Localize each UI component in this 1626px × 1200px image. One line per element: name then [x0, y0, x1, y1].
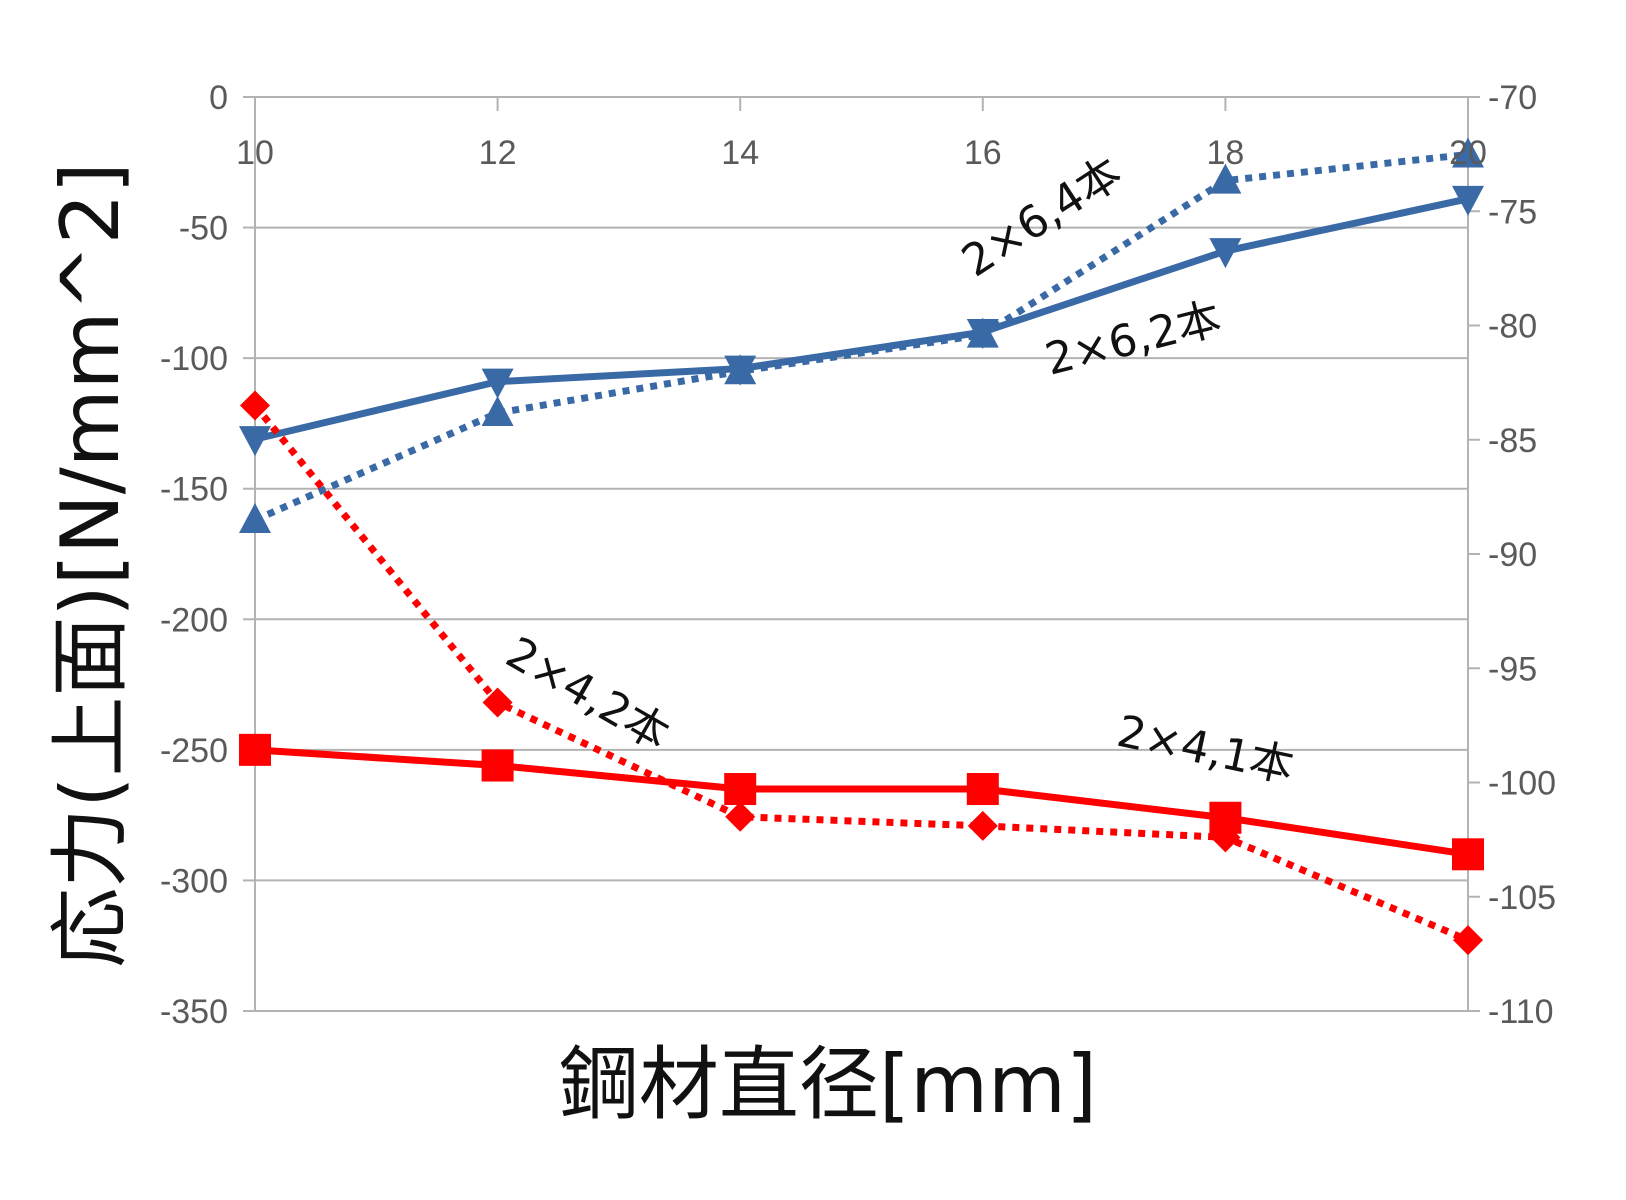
x-axis-label: 鋼材直径[mm] — [559, 1038, 1097, 1131]
series-3 — [240, 390, 1483, 956]
data-point-diamond — [725, 801, 756, 832]
x-tick-label: 16 — [964, 134, 1002, 172]
y-axis-label: 応力(上面)[N/mm^2] — [44, 162, 137, 967]
y-left-tick-label: -350 — [160, 993, 228, 1031]
series-line — [252, 403, 1470, 944]
y-right-tick-label: -75 — [1488, 193, 1537, 231]
x-tick-label: 12 — [479, 134, 517, 172]
series-line — [254, 195, 1469, 443]
x-tick-label: 14 — [721, 134, 759, 172]
data-point-triangle-down — [239, 426, 271, 457]
data-point-diamond — [1210, 822, 1241, 853]
y-left-tick-label: -100 — [160, 340, 228, 378]
data-point-triangle-down — [481, 368, 514, 399]
y-right-tick-label: -95 — [1488, 650, 1537, 688]
data-point-triangle-down — [1452, 185, 1484, 216]
y-left-tick-label: -200 — [160, 601, 228, 639]
y-left-tick-label: -150 — [160, 471, 228, 509]
x-tick-label: 18 — [1206, 134, 1244, 172]
y-right-tick-label: -80 — [1488, 308, 1537, 346]
data-point-diamond — [482, 687, 513, 718]
y-right-tick-label: -110 — [1488, 993, 1554, 1031]
series-0 — [239, 185, 1484, 457]
data-point-triangle-down — [1209, 238, 1242, 269]
data-point-square — [481, 749, 514, 782]
data-point-diamond — [240, 390, 270, 421]
annotation-2x4-1: 2×4,1本 — [1113, 706, 1299, 793]
y-right-tick-label: -85 — [1488, 422, 1537, 460]
series — [239, 137, 1484, 956]
tick-labels: 0 -50 -100 -150 -200 -250 -300 -350 -70 -75 -80 -85… — [160, 79, 1556, 1031]
y-left-tick-label: 0 — [209, 79, 228, 117]
y-right-tick-label: -70 — [1488, 79, 1537, 117]
grid — [255, 96, 1468, 1012]
y-left-tick-label: -250 — [160, 732, 228, 770]
series-1 — [239, 137, 1484, 534]
y-left-tick-label: -50 — [179, 210, 228, 248]
x-tick-label: 20 — [1449, 134, 1487, 172]
data-point-diamond — [1453, 925, 1483, 956]
annotation-2x4-2: 2×4,2本 — [498, 627, 678, 761]
x-tick-label: 10 — [236, 134, 274, 172]
data-point-triangle-up — [966, 317, 999, 348]
data-point-square — [966, 773, 999, 806]
data-point-square — [1452, 838, 1484, 871]
y-right-tick-label: -100 — [1488, 765, 1556, 803]
data-point-square — [724, 773, 757, 806]
series-line — [253, 150, 1469, 524]
y-right-tick-label: -105 — [1488, 879, 1556, 917]
data-point-triangle-up — [1209, 163, 1242, 194]
data-point-diamond — [967, 810, 998, 841]
data-point-square — [239, 733, 271, 766]
data-point-triangle-up — [1452, 137, 1484, 168]
y-right-tick-label: -90 — [1488, 536, 1537, 574]
data-point-triangle-up — [724, 354, 757, 385]
series-2 — [239, 733, 1484, 871]
y-left-tick-label: -300 — [160, 862, 228, 900]
series-line — [254, 746, 1469, 858]
data-point-triangle-up — [481, 395, 514, 426]
data-point-triangle-up — [239, 503, 271, 534]
